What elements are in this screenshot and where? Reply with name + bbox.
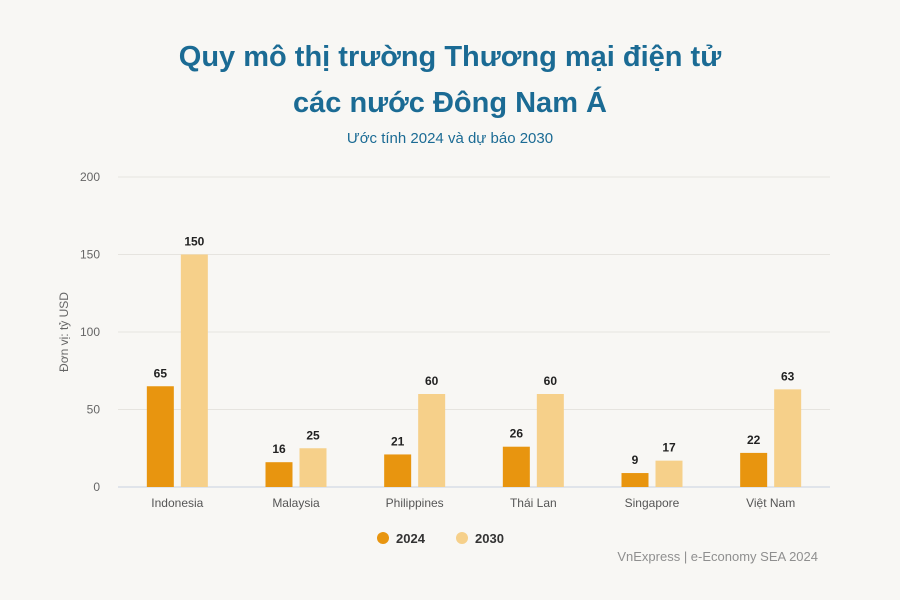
chart-title-line2: các nước Đông Nam Á bbox=[293, 87, 607, 119]
data-label: 63 bbox=[781, 369, 795, 383]
chart-title-line1: Quy mô thị trường Thương mại điện tử bbox=[178, 41, 722, 73]
data-label: 26 bbox=[510, 427, 524, 441]
bar-2024 bbox=[384, 454, 412, 487]
data-label: 9 bbox=[632, 453, 639, 467]
chart-title: Quy mô thị trường Thương mại điện tử các… bbox=[0, 34, 900, 126]
bar-2030 bbox=[299, 448, 327, 487]
bar-2030 bbox=[655, 460, 683, 487]
y-tick-label: 0 bbox=[93, 480, 100, 494]
data-label: 150 bbox=[184, 235, 204, 249]
data-label: 25 bbox=[306, 428, 320, 442]
bar-2024 bbox=[621, 473, 649, 487]
data-label: 22 bbox=[747, 433, 761, 447]
bar-2030 bbox=[774, 389, 802, 487]
legend-label: 2024 bbox=[396, 531, 426, 546]
y-tick-label: 150 bbox=[80, 248, 100, 262]
bar-2030 bbox=[418, 394, 446, 487]
data-label: 21 bbox=[391, 434, 405, 448]
x-tick-label: Malaysia bbox=[272, 496, 320, 510]
bar-2024 bbox=[146, 386, 174, 487]
y-tick-label: 100 bbox=[80, 325, 100, 339]
y-tick-label: 50 bbox=[87, 403, 101, 417]
bar-2024 bbox=[740, 452, 768, 487]
x-tick-label: Philippines bbox=[386, 496, 444, 510]
bar-2024 bbox=[502, 446, 530, 487]
legend-marker-2024 bbox=[377, 532, 389, 544]
legend-marker-2030 bbox=[456, 532, 468, 544]
data-label: 60 bbox=[425, 374, 439, 388]
x-tick-label: Việt Nam bbox=[746, 496, 795, 510]
bar-2024 bbox=[265, 462, 293, 487]
x-tick-label: Indonesia bbox=[151, 496, 203, 510]
y-tick-label: 200 bbox=[80, 170, 100, 184]
data-label: 16 bbox=[272, 442, 286, 456]
chart-subtitle: Ước tính 2024 và dự báo 2030 bbox=[346, 130, 554, 147]
x-tick-label: Thái Lan bbox=[510, 496, 557, 510]
source-credit: VnExpress | e-Economy SEA 2024 bbox=[617, 549, 818, 564]
data-label: 60 bbox=[544, 374, 558, 388]
legend-label: 2030 bbox=[475, 531, 504, 546]
bar-2030 bbox=[180, 254, 208, 487]
data-label: 17 bbox=[662, 441, 676, 455]
y-axis-label: Đơn vị: tỷ USD bbox=[57, 292, 71, 372]
data-label: 65 bbox=[154, 366, 168, 380]
x-tick-label: Singapore bbox=[625, 496, 680, 510]
bar-2030 bbox=[536, 394, 564, 487]
